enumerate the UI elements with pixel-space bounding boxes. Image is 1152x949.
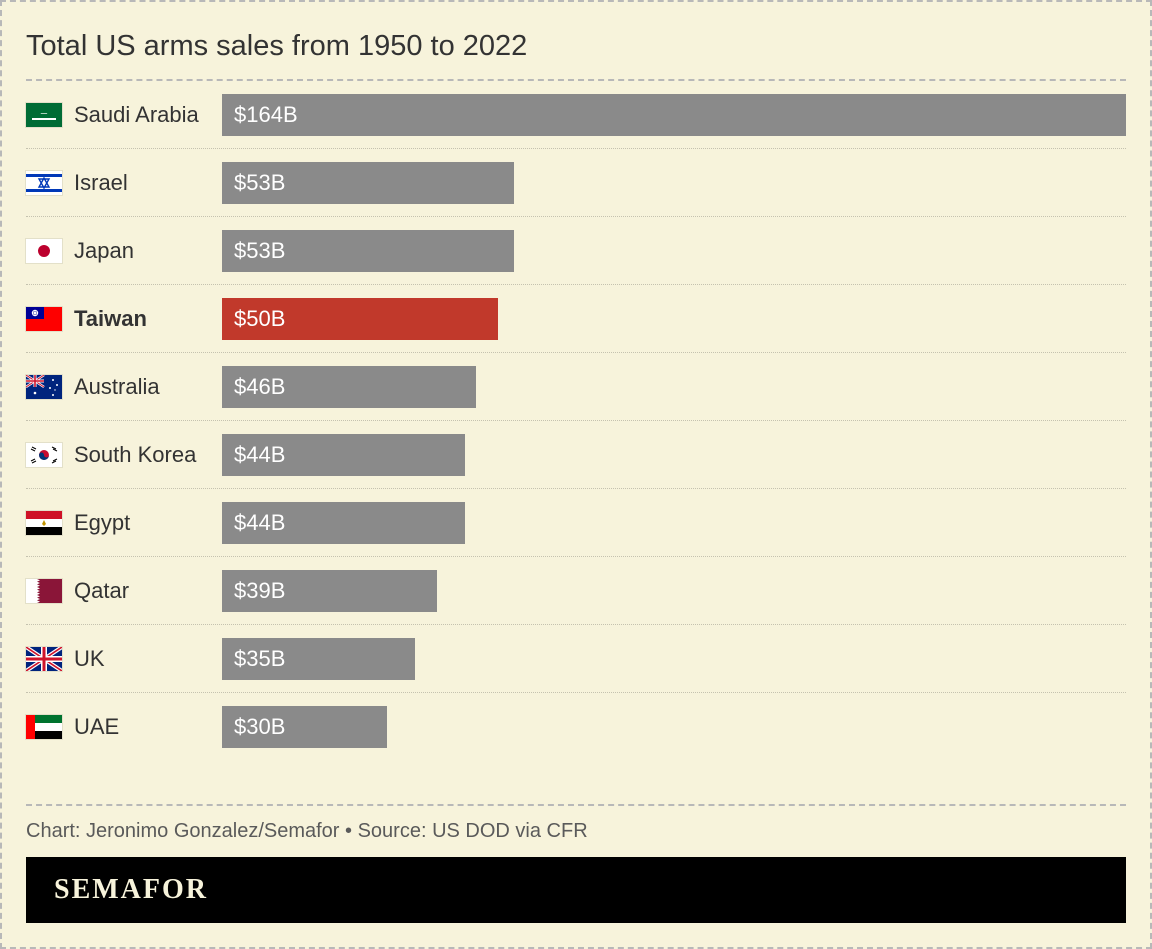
credit-line: Chart: Jeronimo Gonzalez/Semafor • Sourc… (26, 820, 1126, 843)
chart-row: Taiwan $50B (26, 285, 1126, 353)
au-flag-icon (26, 375, 62, 399)
value-label: $39B (234, 578, 285, 604)
bar-track: $50B (222, 298, 1126, 340)
chart-row: Japan $53B (26, 217, 1126, 285)
kr-flag-icon (26, 443, 62, 467)
chart-rows: ـــ Saudi Arabia $164B Israel $53B Japan $53B T… (26, 81, 1126, 804)
bar-track: $53B (222, 162, 1126, 204)
value-bar: $164B (222, 94, 1126, 136)
bar-track: $44B (222, 434, 1126, 476)
value-bar: $46B (222, 366, 476, 408)
chart-title: Total US arms sales from 1950 to 2022 (26, 30, 1126, 63)
chart-frame: Total US arms sales from 1950 to 2022 ــ… (0, 0, 1152, 949)
bar-track: $44B (222, 502, 1126, 544)
chart-row: Qatar $39B (26, 557, 1126, 625)
value-bar: $53B (222, 162, 514, 204)
value-bar: $53B (222, 230, 514, 272)
chart-row: UAE $30B (26, 693, 1126, 760)
footer-divider (26, 804, 1126, 806)
value-bar: $50B (222, 298, 498, 340)
bar-track: $30B (222, 706, 1126, 748)
country-label: Qatar (74, 578, 222, 604)
chart-row: South Korea $44B (26, 421, 1126, 489)
value-label: $44B (234, 442, 285, 468)
brand-logo: SEMAFOR (54, 874, 208, 906)
jp-flag-icon (26, 239, 62, 263)
brand-bar: SEMAFOR (26, 857, 1126, 923)
value-label: $50B (234, 306, 285, 332)
bar-track: $53B (222, 230, 1126, 272)
country-label: Egypt (74, 510, 222, 536)
value-bar: $39B (222, 570, 437, 612)
value-bar: $30B (222, 706, 387, 748)
qa-flag-icon (26, 579, 62, 603)
value-label: $164B (234, 102, 298, 128)
value-bar: $35B (222, 638, 415, 680)
sa-flag-icon: ـــ (26, 103, 62, 127)
bar-track: $164B (222, 94, 1126, 136)
value-bar: $44B (222, 434, 465, 476)
chart-row: Australia $46B (26, 353, 1126, 421)
country-label: UK (74, 646, 222, 672)
value-label: $35B (234, 646, 285, 672)
bar-track: $46B (222, 366, 1126, 408)
country-label: Taiwan (74, 306, 222, 332)
country-label: Japan (74, 238, 222, 264)
il-flag-icon (26, 171, 62, 195)
eg-flag-icon (26, 511, 62, 535)
svg-text:ـــ: ـــ (40, 108, 48, 116)
chart-row: Egypt $44B (26, 489, 1126, 557)
value-label: $30B (234, 714, 285, 740)
chart-row: ـــ Saudi Arabia $164B (26, 81, 1126, 149)
value-label: $44B (234, 510, 285, 536)
value-bar: $44B (222, 502, 465, 544)
value-label: $53B (234, 238, 285, 264)
country-label: Australia (74, 374, 222, 400)
tw-flag-icon (26, 307, 62, 331)
ae-flag-icon (26, 715, 62, 739)
country-label: Saudi Arabia (74, 102, 222, 128)
uk-flag-icon (26, 647, 62, 671)
chart-row: UK $35B (26, 625, 1126, 693)
country-label: South Korea (74, 442, 222, 468)
country-label: UAE (74, 714, 222, 740)
value-label: $46B (234, 374, 285, 400)
bar-track: $39B (222, 570, 1126, 612)
bar-track: $35B (222, 638, 1126, 680)
chart-row: Israel $53B (26, 149, 1126, 217)
country-label: Israel (74, 170, 222, 196)
value-label: $53B (234, 170, 285, 196)
